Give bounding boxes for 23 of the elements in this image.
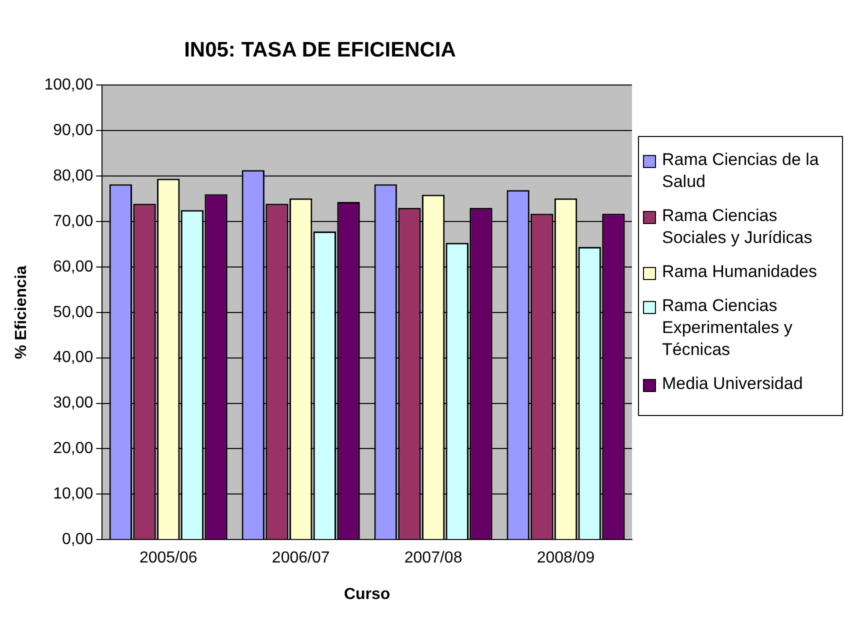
y-tick-label: 20,00 <box>53 440 94 458</box>
y-tick-label: 40,00 <box>53 349 94 366</box>
x-tick-label: 2007/08 <box>404 550 462 567</box>
chart-title: IN05: TASA DE EFICIENCIA <box>184 38 456 62</box>
legend-label: Rama Ciencias de la Salud <box>662 149 820 193</box>
y-tick-label: 10,00 <box>53 486 94 503</box>
legend-label: Media Universidad <box>662 373 803 395</box>
y-tick-label: 30,00 <box>53 394 94 412</box>
legend-label: Rama Ciencias Experimentales y Técnicas <box>662 295 794 361</box>
legend-label: Rama Humanidades <box>662 261 817 283</box>
y-axis-title: % Eficiencia <box>13 266 30 360</box>
y-tick-label: 100,00 <box>44 76 94 94</box>
legend-label: Rama Ciencias Sociales y Jurídicas <box>662 205 814 249</box>
y-tick-label: 60,00 <box>53 258 94 276</box>
x-tick-label: 2008/09 <box>536 550 595 567</box>
y-tick-label: 90,00 <box>53 122 94 140</box>
y-tick-label: 70,00 <box>53 212 94 230</box>
x-axis-title: Curso <box>344 586 390 603</box>
x-tick-label: 2005/06 <box>139 550 198 567</box>
y-tick-label: 50,00 <box>53 304 94 321</box>
y-tick-label: 80,00 <box>53 167 94 184</box>
y-tick-label: 0,00 <box>62 531 94 548</box>
x-tick-label: 2006/07 <box>272 550 330 567</box>
